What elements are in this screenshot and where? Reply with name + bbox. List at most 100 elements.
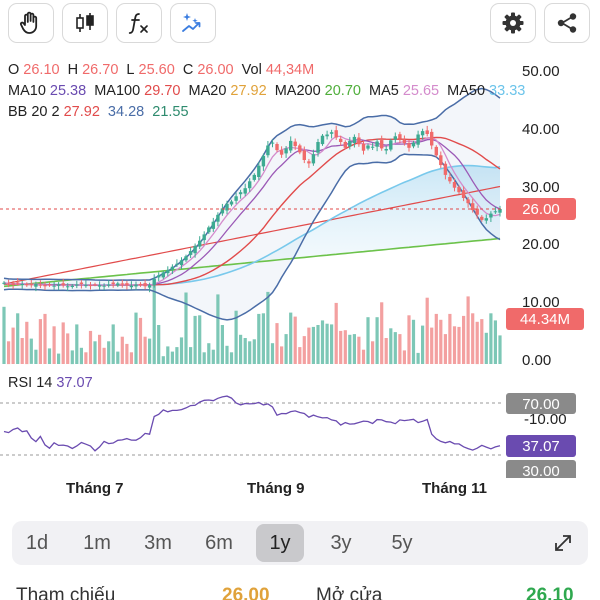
candle-body: [88, 285, 93, 287]
candle-body: [498, 209, 502, 213]
volume-bar: [393, 332, 397, 364]
volume-bar: [175, 347, 179, 364]
volume-bar: [11, 327, 15, 364]
volume-bar: [52, 326, 56, 364]
period-3m-button[interactable]: 3m: [144, 531, 172, 554]
function-icon: [128, 13, 148, 34]
volume-bar: [298, 347, 302, 364]
candle-body: [325, 134, 329, 137]
candle-body: [56, 284, 61, 286]
candle-body: [471, 203, 475, 211]
volume-badge: 44.34M: [520, 311, 570, 328]
rsi-value-badge: 37.07: [522, 438, 560, 455]
candle-body: [229, 201, 234, 205]
share-button[interactable]: [544, 3, 590, 43]
period-5y-button[interactable]: 5y: [391, 531, 413, 554]
chart-type-button[interactable]: [62, 3, 108, 43]
volume-bar: [16, 313, 20, 364]
candle-body: [234, 196, 238, 201]
low-label: L: [126, 62, 135, 78]
candle-body: [348, 140, 352, 147]
period-1m-button[interactable]: 1m: [83, 531, 111, 554]
candlesticks: [2, 125, 502, 293]
candle-body: [166, 270, 170, 274]
candle-body: [238, 192, 243, 195]
volume-bar: [275, 323, 279, 364]
candle-body: [293, 141, 297, 147]
candle-body: [193, 245, 197, 254]
hand-tool-button[interactable]: [8, 3, 54, 43]
period-3y-button[interactable]: 3y: [330, 531, 352, 554]
volume-bar: [484, 332, 488, 364]
candle-body: [11, 283, 15, 285]
volume-bar: [179, 337, 184, 364]
period-1d-button[interactable]: 1d: [25, 531, 49, 554]
volume-bar: [43, 313, 47, 364]
candle-body: [143, 283, 147, 287]
volume-bar: [189, 347, 193, 364]
candle-body: [66, 286, 70, 288]
volume-bar: [475, 321, 479, 365]
volume-bar: [148, 338, 152, 364]
period-1y-button[interactable]: 1y: [256, 524, 304, 562]
period-6m-button[interactable]: 6m: [205, 531, 233, 554]
candle-body: [489, 213, 493, 218]
rsi-tick: -10.00: [524, 411, 567, 428]
volume-bar: [452, 326, 457, 364]
candle-body: [298, 145, 302, 153]
candle-body: [161, 272, 165, 278]
gear-icon: [502, 12, 524, 34]
volume-bar: [225, 345, 229, 364]
open-label: O: [8, 62, 20, 78]
candle-body: [188, 251, 193, 255]
fullscreen-button[interactable]: [539, 524, 587, 562]
candle-body: [389, 140, 393, 150]
x-axis-label: Tháng 9: [247, 480, 305, 497]
candle-body: [329, 132, 334, 134]
candle-body: [248, 181, 252, 189]
candlestick-icon: [76, 13, 94, 32]
candle-body: [107, 284, 111, 286]
candle-body: [211, 221, 215, 229]
candle-body: [357, 137, 361, 145]
bb-lower-line: [3, 153, 501, 321]
rsi-value-badge-bg: [506, 435, 576, 457]
candle-body: [198, 240, 202, 247]
expand-icon: [555, 535, 571, 551]
candle-body: [102, 285, 106, 287]
price-chart[interactable]: 50.00 40.00 30.00 20.00 10.00 0.00 26.00…: [0, 48, 600, 478]
volume-bar: [29, 338, 33, 364]
reference-value: 26.00: [222, 585, 270, 600]
settings-button[interactable]: [490, 3, 536, 43]
indicators-button[interactable]: [116, 3, 162, 43]
volume-bar: [466, 296, 470, 364]
volume-label: Vol: [241, 62, 262, 78]
candle-body: [466, 199, 470, 204]
volume-bar: [198, 315, 202, 365]
volume-bar: [66, 333, 70, 364]
x-axis-label: Tháng 11: [422, 480, 488, 497]
volume-bar: [7, 341, 11, 365]
auto-analysis-button[interactable]: [170, 3, 216, 43]
price-badge-bg: [506, 198, 576, 220]
volume-bar: [84, 352, 88, 364]
volume-bar: [2, 306, 6, 364]
volume-bar: [20, 338, 24, 364]
ma10-value: 25.38: [49, 83, 87, 99]
candle-body: [425, 130, 429, 134]
volume-bar: [293, 316, 297, 364]
volume-bar: [239, 334, 243, 365]
rsi-legend: RSI 14 37.07: [8, 375, 97, 391]
volume-bar: [480, 319, 484, 364]
candle-body: [47, 284, 52, 286]
volume-bar: [280, 346, 284, 364]
volume-bar: [334, 302, 338, 364]
candle-body: [439, 155, 443, 166]
volume-bar: [257, 313, 261, 364]
volume-bar: [202, 352, 206, 364]
bb-legend: BB 20 2 27.92 34.28 21.55: [8, 104, 193, 120]
candle-body: [38, 284, 43, 286]
candle-body: [289, 140, 293, 151]
volume-bar: [61, 322, 65, 364]
ma5-value: 25.65: [402, 83, 440, 99]
